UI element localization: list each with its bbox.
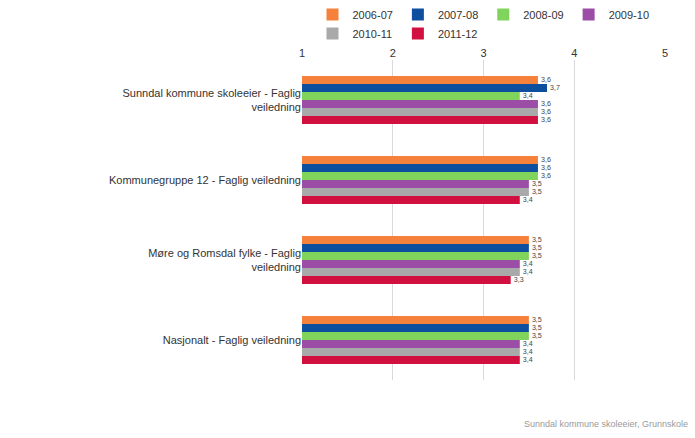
svg-text:3,4: 3,4 — [523, 348, 533, 356]
svg-text:3,5: 3,5 — [532, 236, 542, 244]
svg-text:2010-11: 2010-11 — [353, 28, 393, 40]
svg-text:3,3: 3,3 — [514, 276, 524, 284]
svg-text:Nasjonalt - Faglig veiledning: Nasjonalt - Faglig veiledning — [163, 334, 301, 346]
svg-text:2006-07: 2006-07 — [353, 9, 393, 21]
svg-text:3,6: 3,6 — [541, 172, 551, 180]
svg-text:3,4: 3,4 — [523, 356, 533, 364]
svg-text:4: 4 — [571, 47, 577, 59]
svg-text:Møre og Romsdal fylke - Faglig: Møre og Romsdal fylke - Fagligveiledning — [148, 247, 301, 273]
svg-text:3: 3 — [480, 47, 486, 59]
svg-text:3,6: 3,6 — [541, 164, 551, 172]
svg-text:Kommunegruppe 12 - Faglig veil: Kommunegruppe 12 - Faglig veiledning — [109, 174, 301, 186]
svg-text:2: 2 — [390, 47, 396, 59]
svg-text:3,4: 3,4 — [523, 268, 533, 276]
svg-text:3,4: 3,4 — [523, 92, 533, 100]
svg-text:3,4: 3,4 — [523, 196, 533, 204]
svg-text:2011-12: 2011-12 — [438, 28, 478, 40]
svg-text:3,7: 3,7 — [550, 84, 560, 92]
svg-text:Sunndal kommune skoleeier, Gru: Sunndal kommune skoleeier, Grunnskole — [524, 419, 688, 429]
svg-text:3,4: 3,4 — [523, 340, 533, 348]
svg-text:3,6: 3,6 — [541, 100, 551, 108]
svg-text:Sunndal kommune skoleeier - Fa: Sunndal kommune skoleeier - Fagligveiled… — [122, 87, 301, 113]
svg-text:3,5: 3,5 — [532, 252, 542, 260]
svg-text:2009-10: 2009-10 — [609, 9, 649, 21]
svg-text:3,5: 3,5 — [532, 188, 542, 196]
svg-text:2008-09: 2008-09 — [523, 9, 563, 21]
svg-text:3,6: 3,6 — [541, 108, 551, 116]
svg-text:3,4: 3,4 — [523, 260, 533, 268]
svg-text:3,5: 3,5 — [532, 332, 542, 340]
svg-text:3,5: 3,5 — [532, 244, 542, 252]
svg-text:3,6: 3,6 — [541, 156, 551, 164]
svg-text:5: 5 — [662, 47, 668, 59]
svg-text:3,5: 3,5 — [532, 316, 542, 324]
svg-text:1: 1 — [299, 47, 305, 59]
svg-text:3,5: 3,5 — [532, 180, 542, 188]
svg-text:3,6: 3,6 — [541, 76, 551, 84]
svg-text:3,6: 3,6 — [541, 116, 551, 124]
svg-text:2007-08: 2007-08 — [438, 9, 478, 21]
svg-text:3,5: 3,5 — [532, 324, 542, 332]
